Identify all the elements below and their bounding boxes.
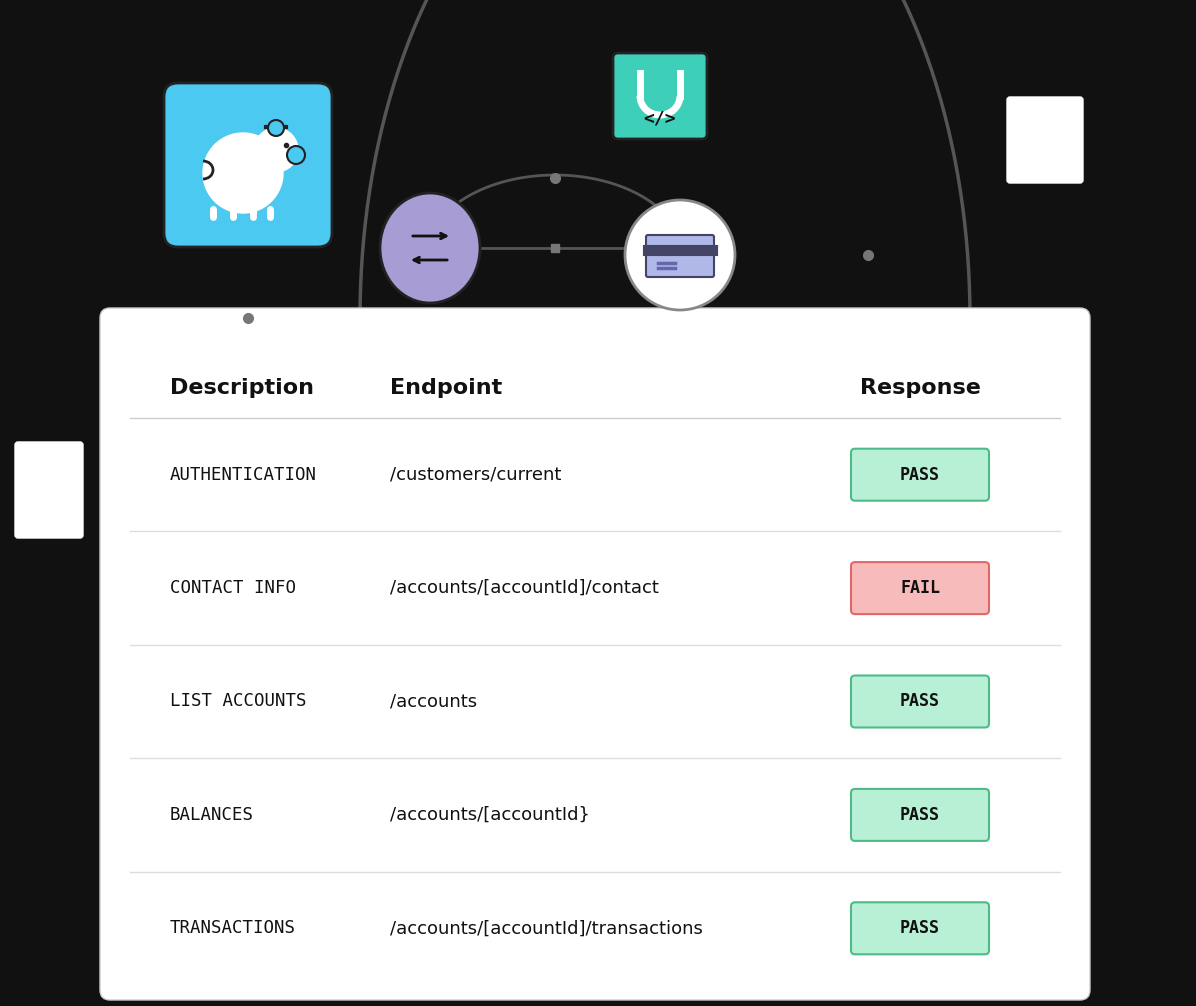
Text: FAIL: FAIL bbox=[901, 579, 940, 598]
Ellipse shape bbox=[380, 193, 480, 303]
FancyBboxPatch shape bbox=[100, 308, 1090, 1000]
Text: PASS: PASS bbox=[901, 466, 940, 484]
FancyBboxPatch shape bbox=[852, 675, 989, 727]
FancyBboxPatch shape bbox=[852, 562, 989, 614]
Circle shape bbox=[626, 200, 736, 310]
Text: TRANSACTIONS: TRANSACTIONS bbox=[170, 919, 295, 938]
Text: LIST ACCOUNTS: LIST ACCOUNTS bbox=[170, 692, 306, 710]
Text: /accounts/[accountId]/transactions: /accounts/[accountId]/transactions bbox=[390, 919, 703, 938]
Text: </>: </> bbox=[643, 109, 676, 127]
FancyBboxPatch shape bbox=[852, 789, 989, 841]
FancyBboxPatch shape bbox=[16, 442, 83, 538]
Text: Endpoint: Endpoint bbox=[390, 378, 502, 398]
FancyBboxPatch shape bbox=[646, 235, 714, 277]
Text: /accounts: /accounts bbox=[390, 692, 477, 710]
Text: PASS: PASS bbox=[901, 919, 940, 938]
Text: CONTACT INFO: CONTACT INFO bbox=[170, 579, 295, 598]
Text: /customers/current: /customers/current bbox=[390, 466, 561, 484]
FancyBboxPatch shape bbox=[852, 449, 989, 501]
Text: /accounts/[accountId]/contact: /accounts/[accountId]/contact bbox=[390, 579, 659, 598]
FancyBboxPatch shape bbox=[614, 53, 707, 139]
Text: PASS: PASS bbox=[901, 806, 940, 824]
Circle shape bbox=[268, 120, 283, 136]
Text: AUTHENTICATION: AUTHENTICATION bbox=[170, 466, 317, 484]
FancyBboxPatch shape bbox=[852, 902, 989, 955]
Circle shape bbox=[254, 128, 298, 172]
Text: Response: Response bbox=[860, 378, 981, 398]
FancyBboxPatch shape bbox=[164, 83, 332, 247]
Text: PASS: PASS bbox=[901, 692, 940, 710]
FancyBboxPatch shape bbox=[1007, 97, 1084, 183]
Circle shape bbox=[203, 133, 283, 213]
Text: /accounts/[accountId}: /accounts/[accountId} bbox=[390, 806, 590, 824]
Text: BALANCES: BALANCES bbox=[170, 806, 254, 824]
Circle shape bbox=[287, 146, 305, 164]
Text: Description: Description bbox=[170, 378, 315, 398]
